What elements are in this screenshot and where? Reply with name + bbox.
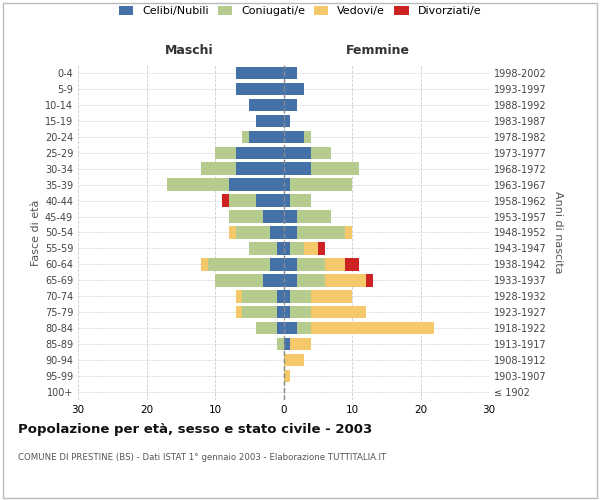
Bar <box>263 210 284 223</box>
Bar <box>277 338 284 350</box>
Bar <box>256 114 284 127</box>
Bar <box>284 274 297 286</box>
Bar <box>249 98 284 111</box>
Bar <box>236 162 284 175</box>
Text: Popolazione per età, sesso e stato civile - 2003: Popolazione per età, sesso e stato civil… <box>18 422 372 436</box>
Bar <box>284 322 297 334</box>
Bar <box>290 290 311 302</box>
Bar <box>236 146 284 159</box>
Bar <box>297 226 345 238</box>
Text: Maschi: Maschi <box>164 44 213 57</box>
Bar <box>297 322 311 334</box>
Bar <box>284 242 290 254</box>
Bar <box>311 290 352 302</box>
Bar <box>263 274 284 286</box>
Bar <box>202 258 208 270</box>
Bar <box>290 306 311 318</box>
Text: COMUNE DI PRESTINE (BS) - Dati ISTAT 1° gennaio 2003 - Elaborazione TUTTITALIA.I: COMUNE DI PRESTINE (BS) - Dati ISTAT 1° … <box>18 452 386 462</box>
Bar <box>229 194 256 207</box>
Bar <box>311 146 331 159</box>
Bar <box>325 274 366 286</box>
Bar <box>229 210 263 223</box>
Bar <box>167 178 229 191</box>
Bar <box>277 290 284 302</box>
Bar <box>284 306 290 318</box>
Bar <box>284 67 297 79</box>
Bar <box>215 146 236 159</box>
Bar <box>236 306 242 318</box>
Bar <box>311 162 359 175</box>
Bar <box>284 114 290 127</box>
Bar <box>242 290 277 302</box>
Bar <box>256 322 277 334</box>
Bar <box>284 194 290 207</box>
Bar <box>270 258 284 270</box>
Bar <box>242 306 277 318</box>
Bar <box>297 274 325 286</box>
Bar <box>229 226 236 238</box>
Bar <box>284 82 304 95</box>
Bar <box>242 130 249 143</box>
Bar <box>236 290 242 302</box>
Bar <box>256 194 284 207</box>
Bar <box>311 306 366 318</box>
Bar <box>222 194 229 207</box>
Bar <box>236 67 284 79</box>
Bar <box>249 130 284 143</box>
Bar <box>277 306 284 318</box>
Bar <box>208 258 270 270</box>
Bar <box>304 242 318 254</box>
Bar <box>284 370 290 382</box>
Bar <box>284 210 297 223</box>
Legend: Celibi/Nubili, Coniugati/e, Vedovi/e, Divorziati/e: Celibi/Nubili, Coniugati/e, Vedovi/e, Di… <box>119 6 481 16</box>
Bar <box>290 242 304 254</box>
Bar <box>236 226 270 238</box>
Bar <box>304 130 311 143</box>
Bar <box>284 162 311 175</box>
Bar <box>284 146 311 159</box>
Bar <box>277 322 284 334</box>
Bar <box>277 242 284 254</box>
Bar <box>284 338 290 350</box>
Bar <box>366 274 373 286</box>
Bar <box>297 210 331 223</box>
Bar <box>202 162 236 175</box>
Text: Femmine: Femmine <box>346 44 410 57</box>
Y-axis label: Fasce di età: Fasce di età <box>31 200 41 266</box>
Bar <box>284 226 297 238</box>
Bar <box>297 258 325 270</box>
Bar <box>284 258 297 270</box>
Bar <box>345 258 359 270</box>
Bar <box>249 242 277 254</box>
Bar <box>284 98 297 111</box>
Bar <box>284 130 304 143</box>
Bar <box>290 194 311 207</box>
Bar <box>229 178 284 191</box>
Bar <box>318 242 325 254</box>
Bar <box>311 322 434 334</box>
Bar <box>290 338 311 350</box>
Bar <box>270 226 284 238</box>
Bar <box>345 226 352 238</box>
Y-axis label: Anni di nascita: Anni di nascita <box>553 191 563 274</box>
Bar <box>284 354 304 366</box>
Bar <box>284 178 290 191</box>
Bar <box>325 258 345 270</box>
Bar <box>290 178 352 191</box>
Bar <box>284 290 290 302</box>
Bar <box>215 274 263 286</box>
Bar <box>236 82 284 95</box>
